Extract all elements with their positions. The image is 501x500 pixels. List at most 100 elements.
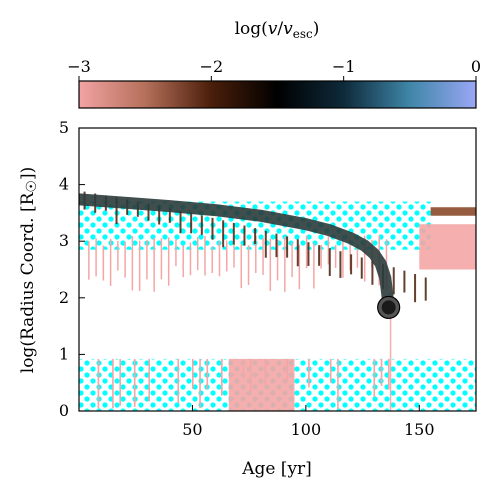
pink-region bbox=[228, 358, 295, 411]
pink-streak bbox=[269, 238, 272, 291]
pink-streak bbox=[117, 241, 119, 271]
pink-streak bbox=[255, 235, 257, 273]
x-tick-label: 100 bbox=[291, 420, 322, 439]
pink-streak bbox=[160, 238, 163, 280]
pink-streak bbox=[286, 358, 288, 382]
flow-streak bbox=[179, 210, 182, 234]
pink-streak bbox=[218, 241, 221, 277]
pink-streak bbox=[276, 239, 279, 281]
pink-streak bbox=[146, 240, 148, 280]
plot-area bbox=[79, 191, 476, 411]
pink-streak bbox=[308, 358, 310, 388]
colorbar: −3 −2 −1 0 bbox=[67, 57, 481, 109]
axis-ticks: 50 100 150 0 1 2 3 4 5 bbox=[59, 118, 435, 439]
flow-streak bbox=[275, 233, 278, 258]
flow-streak bbox=[190, 212, 193, 234]
pink-streak bbox=[131, 236, 134, 291]
pink-streak bbox=[119, 358, 121, 406]
pink-streak bbox=[247, 245, 250, 285]
flow-streak bbox=[328, 248, 331, 277]
pink-streak bbox=[242, 358, 245, 380]
pink-streak bbox=[109, 238, 112, 286]
pink-streak bbox=[133, 358, 136, 407]
flow-streak bbox=[168, 208, 171, 223]
pink-streak bbox=[182, 245, 184, 278]
pink-streak bbox=[291, 242, 293, 278]
flow-streak bbox=[371, 260, 374, 285]
pink-streak bbox=[264, 358, 267, 386]
pink-streak bbox=[305, 235, 308, 269]
pink-streak bbox=[298, 244, 301, 290]
x-tick-label: 150 bbox=[404, 420, 435, 439]
pink-streak bbox=[196, 237, 199, 271]
pink-streak bbox=[102, 245, 105, 281]
x-tick-label: 50 bbox=[182, 420, 202, 439]
pink-streak bbox=[334, 245, 337, 268]
pink-streak bbox=[284, 236, 286, 292]
flow-streak bbox=[115, 197, 118, 225]
colorbar-label: log(v/vesc) bbox=[235, 19, 320, 41]
colorbar-tick-label: −1 bbox=[332, 57, 356, 76]
track-layer bbox=[79, 193, 401, 320]
colorbar-tick-label: −3 bbox=[67, 57, 91, 76]
y-axis-title: log(Radius Coord. [R☉]) bbox=[18, 167, 40, 373]
flow-streak bbox=[307, 242, 310, 266]
pink-streak bbox=[112, 358, 114, 409]
pink-streak bbox=[373, 358, 376, 397]
y-tick-label: 1 bbox=[59, 344, 69, 363]
pink-streak bbox=[250, 358, 252, 393]
flow-streak bbox=[211, 217, 214, 240]
colorbar-tick-label: −2 bbox=[200, 57, 224, 76]
pink-streak bbox=[199, 358, 201, 408]
y-tick-label: 4 bbox=[59, 175, 69, 194]
y-tick-label: 3 bbox=[59, 231, 69, 250]
pink-streak bbox=[240, 244, 243, 289]
pink-streak bbox=[221, 358, 223, 396]
flow-streak bbox=[222, 220, 225, 248]
flow-streak bbox=[243, 225, 246, 246]
flow-streak bbox=[360, 257, 363, 279]
pink-streak bbox=[313, 243, 315, 289]
plot-frame bbox=[78, 127, 477, 412]
flow-streak bbox=[158, 206, 161, 225]
pink-streak bbox=[153, 237, 155, 292]
pink-streak bbox=[175, 239, 177, 267]
flow-streak bbox=[414, 274, 417, 303]
surface-track-line bbox=[79, 193, 395, 313]
colorbar-tick-label: 0 bbox=[471, 57, 481, 76]
flow-streak bbox=[200, 215, 203, 235]
flow-streak bbox=[403, 270, 406, 293]
pink-streak bbox=[167, 237, 170, 286]
pink-region bbox=[389, 292, 392, 411]
flow-streak bbox=[264, 230, 267, 258]
pink-streak bbox=[124, 241, 126, 278]
pink-streak bbox=[337, 358, 339, 410]
flow-streak bbox=[392, 267, 395, 295]
pink-streak bbox=[342, 238, 344, 278]
pink-streak bbox=[95, 238, 97, 277]
pink-streak bbox=[356, 244, 359, 268]
pink-streak bbox=[97, 358, 100, 409]
flow-streak bbox=[147, 203, 150, 221]
pink-streak bbox=[204, 236, 206, 276]
end-marker-inner bbox=[381, 300, 396, 315]
flow-streak bbox=[232, 222, 235, 245]
pink-streak bbox=[363, 235, 366, 282]
pink-streak bbox=[380, 358, 383, 386]
pink-streak bbox=[189, 242, 192, 276]
flow-streak bbox=[318, 245, 321, 266]
flow-streak bbox=[286, 236, 289, 258]
pink-streak bbox=[148, 358, 151, 402]
colorbar-ticks: −3 −2 −1 0 bbox=[67, 57, 481, 81]
y-tick-label: 2 bbox=[59, 288, 69, 307]
pink-streak bbox=[177, 358, 180, 403]
pink-streak bbox=[88, 241, 90, 280]
pink-streak bbox=[191, 358, 194, 389]
pink-layer bbox=[88, 224, 476, 411]
pink-streak bbox=[327, 236, 330, 265]
pink-streak bbox=[262, 237, 264, 275]
pink-streak bbox=[206, 358, 209, 390]
y-tick-label: 5 bbox=[59, 118, 69, 137]
flow-streak bbox=[350, 254, 353, 275]
